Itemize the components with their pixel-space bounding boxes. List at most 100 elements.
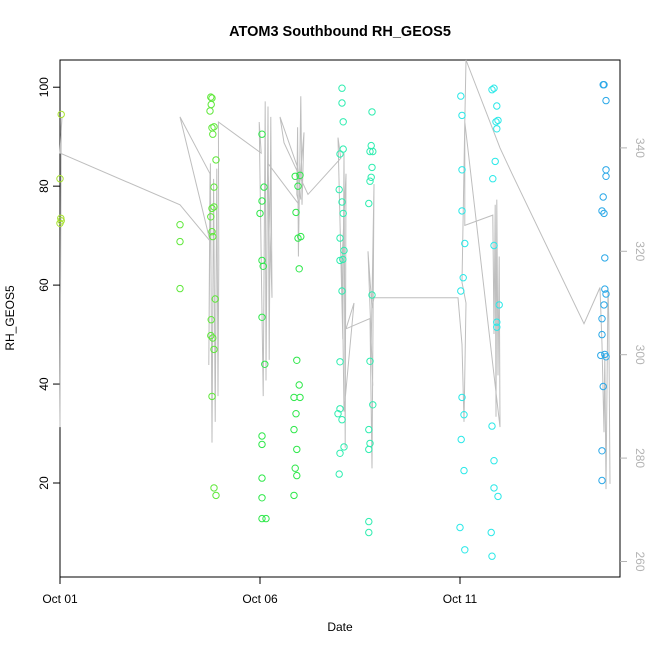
data-point bbox=[260, 183, 268, 191]
y2-tick-label: 280 bbox=[633, 448, 647, 468]
data-point bbox=[56, 219, 64, 228]
y-tick-label: 80 bbox=[37, 179, 51, 193]
data-point bbox=[367, 141, 375, 150]
secondary-series-line bbox=[59, 59, 611, 490]
data-point bbox=[207, 100, 215, 109]
data-point bbox=[493, 318, 501, 326]
data-point bbox=[56, 175, 64, 183]
data-point bbox=[492, 118, 500, 126]
data-point bbox=[365, 425, 373, 434]
y-tick-label: 40 bbox=[37, 377, 51, 391]
data-point bbox=[295, 265, 303, 273]
chart-title: ATOM3 Southbound RH_GEOS5 bbox=[229, 24, 451, 40]
data-point bbox=[256, 209, 264, 218]
data-point bbox=[600, 81, 608, 89]
data-point bbox=[339, 209, 347, 218]
data-point bbox=[365, 199, 373, 208]
data-point bbox=[209, 130, 217, 138]
data-point bbox=[340, 246, 348, 255]
data-point bbox=[208, 228, 216, 236]
data-point bbox=[366, 147, 374, 156]
data-point bbox=[261, 360, 269, 368]
data-point bbox=[258, 474, 266, 482]
data-point bbox=[210, 183, 218, 191]
data-point bbox=[601, 254, 609, 262]
y-tick-label: 20 bbox=[37, 476, 51, 490]
data-point bbox=[598, 207, 606, 215]
data-point bbox=[460, 411, 468, 419]
data-point bbox=[338, 84, 346, 92]
data-point bbox=[598, 476, 606, 485]
data-point bbox=[335, 470, 343, 478]
data-point bbox=[458, 166, 466, 174]
data-point bbox=[369, 147, 377, 156]
data-point bbox=[602, 353, 610, 361]
data-point bbox=[602, 290, 610, 298]
data-point bbox=[459, 274, 467, 282]
data-point bbox=[262, 514, 270, 523]
data-point bbox=[340, 443, 348, 451]
data-point bbox=[336, 405, 344, 413]
y2-tick-label: 300 bbox=[633, 345, 647, 365]
plot-frame bbox=[59, 59, 621, 578]
data-point bbox=[461, 546, 469, 554]
data-point bbox=[458, 207, 466, 215]
y-tick-label: 60 bbox=[37, 278, 51, 292]
data-point bbox=[339, 255, 347, 264]
data-point bbox=[336, 358, 344, 366]
data-point bbox=[338, 198, 346, 206]
data-point bbox=[490, 241, 498, 250]
data-point bbox=[493, 102, 501, 110]
data-point bbox=[259, 262, 267, 270]
data-point bbox=[292, 410, 300, 418]
data-point bbox=[368, 291, 376, 299]
data-point bbox=[494, 116, 502, 125]
data-point bbox=[458, 393, 466, 402]
data-point bbox=[366, 177, 374, 185]
data-point bbox=[600, 209, 608, 218]
data-point bbox=[366, 357, 374, 365]
data-point bbox=[297, 232, 305, 241]
data-point bbox=[292, 208, 300, 217]
data-point bbox=[338, 99, 346, 107]
data-point bbox=[461, 239, 469, 248]
data-point bbox=[258, 494, 266, 502]
data-point bbox=[57, 110, 65, 119]
data-point bbox=[334, 410, 342, 418]
data-point bbox=[490, 84, 498, 92]
data-point bbox=[368, 163, 376, 172]
data-point bbox=[369, 401, 377, 409]
data-point bbox=[258, 440, 266, 449]
data-point bbox=[338, 416, 346, 424]
data-point bbox=[206, 107, 214, 115]
data-point bbox=[602, 172, 610, 181]
data-point bbox=[365, 517, 373, 526]
data-point bbox=[176, 237, 184, 246]
data-point bbox=[602, 96, 610, 105]
x-tick-label: Oct 06 bbox=[242, 592, 278, 606]
data-point bbox=[210, 484, 218, 492]
data-point bbox=[176, 221, 184, 229]
data-point bbox=[208, 124, 216, 132]
data-point bbox=[207, 213, 215, 221]
y2-tick-label: 320 bbox=[633, 241, 647, 261]
data-point bbox=[457, 435, 465, 444]
y2-tick-label: 260 bbox=[633, 551, 647, 571]
data-point bbox=[211, 295, 219, 303]
data-point bbox=[207, 331, 215, 340]
data-point bbox=[293, 356, 301, 364]
y-tick-label: 100 bbox=[37, 77, 51, 97]
data-point bbox=[598, 330, 606, 339]
data-point bbox=[290, 393, 298, 402]
data-point bbox=[294, 182, 302, 190]
data-point bbox=[295, 381, 303, 389]
data-point bbox=[210, 345, 218, 354]
data-point bbox=[296, 393, 304, 402]
data-point bbox=[598, 447, 606, 455]
data-point bbox=[208, 392, 216, 401]
data-point bbox=[602, 166, 610, 174]
data-point bbox=[460, 466, 468, 475]
data-point bbox=[212, 156, 220, 164]
data-point bbox=[490, 457, 498, 465]
